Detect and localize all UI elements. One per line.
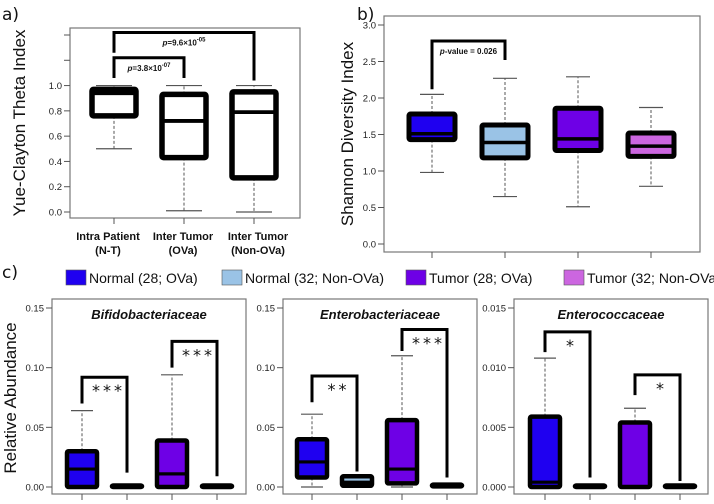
y-tick-label: 1.0 — [49, 81, 62, 92]
box — [617, 420, 653, 490]
y-tick-label: 0.05 — [257, 423, 276, 434]
legend-swatch-tumor-non-ova — [563, 269, 585, 286]
panel-title: Bifidobacteriaceae — [91, 307, 207, 322]
significance-stars: * — [656, 379, 667, 398]
y-tick-label: 1.5 — [363, 130, 376, 141]
x-category-label: Inter Tumor — [153, 231, 214, 243]
panel-label-a: a) — [2, 5, 19, 25]
panel-label-b: b) — [357, 5, 374, 25]
y-tick-label: 0.0 — [363, 240, 376, 251]
box — [229, 89, 279, 181]
significance-stars: *** — [412, 333, 445, 352]
legend-swatch-normal-non-ova — [221, 269, 243, 286]
y-tick-label: 0.4 — [49, 157, 62, 168]
y-tick-label: 0.0 — [49, 208, 62, 219]
y-tick-label: 0.015 — [482, 304, 506, 315]
panel-label-c: c) — [2, 263, 18, 283]
legend-swatch-tumor-ova — [405, 269, 427, 286]
y-tick-label: 2.5 — [363, 57, 376, 68]
y-tick-label: 0.00 — [26, 483, 45, 494]
plot-frame — [69, 27, 301, 219]
legend-label-normal-non-ova: Normal (32; Non-OVa) — [245, 270, 384, 286]
p-value-label: p-value = 0.026 — [439, 47, 498, 56]
y-tick-label: 0.15 — [257, 304, 276, 315]
p-value-label: p=9.6×10-05 — [162, 37, 207, 47]
significance-bracket — [543, 330, 592, 478]
y-tick-label: 1.0 — [363, 167, 376, 178]
y-tick-label: 0.10 — [257, 363, 276, 374]
significance-bracket — [400, 327, 449, 478]
plot-frame — [513, 298, 709, 495]
x-category-label: Intra Patient — [76, 231, 140, 243]
legend-swatch-normal-ova — [65, 269, 87, 286]
box — [294, 437, 330, 480]
significance-bracket — [112, 30, 256, 81]
panel-a-yue-clayton: 0.0 0.2 0.4 0.6 0.8 1.0 Intra Patient (N-T) Inte… — [49, 27, 301, 257]
p-value-label: p=3.8×10-07 — [127, 63, 172, 73]
x-category-label: Inter Tumor — [228, 231, 289, 243]
y-tick-label: 0.8 — [49, 106, 62, 117]
y-tick-label: 0.2 — [49, 182, 62, 193]
legend: Normal (28; OVa) Normal (32; Non-OVa) Tu… — [65, 269, 714, 286]
y-tick-label: 0.05 — [26, 423, 45, 434]
significance-bracket — [310, 374, 359, 472]
panel-c-enterobacteriaceae: 0.000.050.100.15 Enterobacteriaceae***** — [257, 298, 478, 500]
box — [89, 86, 139, 119]
y-tick-label: 3.0 — [363, 21, 376, 32]
y-tick-label: 0.000 — [482, 483, 506, 494]
box — [159, 91, 209, 161]
y-tick-label: 0.00 — [257, 483, 276, 494]
significance-stars: *** — [182, 345, 215, 364]
significance-stars: * — [566, 336, 577, 355]
plot-frame — [51, 298, 247, 495]
y-axis-label-a: Yue-Clayton Theta Index — [10, 29, 29, 216]
x-category-sublabel: (Non-OVa) — [231, 245, 285, 257]
y-tick-label: 0.010 — [482, 363, 506, 374]
y-axis-label-b: Shannon Diversity Index — [338, 41, 357, 226]
legend-label-tumor-non-ova: Tumor (32; Non-OVa) — [587, 270, 714, 286]
significance-bracket — [112, 56, 186, 78]
significance-stars: ** — [328, 380, 350, 399]
y-tick-label: 0.15 — [26, 304, 45, 315]
significance-bracket — [633, 373, 682, 482]
x-category-sublabel: (N-T) — [95, 245, 121, 257]
legend-label-normal-ova: Normal (28; OVa) — [89, 270, 198, 286]
panel-title: Enterococcaceae — [558, 307, 665, 322]
panel-title: Enterobacteriaceae — [320, 307, 440, 322]
y-tick-label: 2.0 — [363, 94, 376, 105]
y-tick-label: 0.5 — [363, 203, 376, 214]
y-tick-label: 0.10 — [26, 363, 45, 374]
significance-bracket — [170, 339, 219, 477]
legend-label-tumor-ova: Tumor (28; OVa) — [429, 270, 532, 286]
box — [527, 414, 563, 490]
box — [384, 417, 420, 486]
panel-b-shannon: 0.0 0.5 1.0 1.5 2.0 2.5 3.0 p-value = 0.026 — [363, 15, 701, 258]
box — [406, 111, 458, 143]
x-category-sublabel: (OVa) — [169, 245, 198, 257]
y-axis-label-c: Relative Abundance — [1, 322, 20, 473]
y-tick-label: 0.005 — [482, 423, 506, 434]
significance-stars: *** — [92, 381, 125, 400]
significance-bracket — [430, 39, 507, 90]
panel-c-enterococcaceae: 0.000 0.005 0.010 0.015 Enterococcaceae * * — [482, 298, 709, 500]
box — [154, 438, 190, 490]
panel-c-bifidobacteriaceae: 0.00 0.05 0.10 0.15 Bifidobacteriaceae *** *** — [26, 298, 247, 500]
plot-frame — [282, 298, 478, 495]
y-tick-label: 0.6 — [49, 132, 62, 143]
box — [552, 105, 604, 154]
significance-bracket — [80, 375, 129, 473]
